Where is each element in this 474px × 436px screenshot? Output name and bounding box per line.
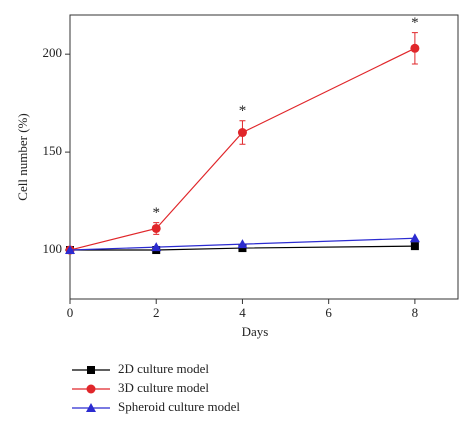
annotation: * [152, 205, 160, 221]
x-tick-label: 4 [239, 305, 246, 320]
annotation: * [239, 103, 247, 119]
marker [409, 233, 420, 243]
marker [410, 242, 419, 251]
y-axis-label: Cell number (%) [15, 113, 30, 200]
legend-label: 3D culture model [118, 380, 209, 395]
series-line [70, 245, 415, 251]
marker [86, 403, 96, 412]
x-tick-label: 6 [325, 305, 332, 320]
legend-label: 2D culture model [118, 361, 209, 376]
series-line [69, 47, 416, 251]
y-tick-label: 150 [43, 143, 63, 158]
plot-frame [69, 14, 459, 300]
marker [237, 128, 247, 138]
x-tick-label: 2 [153, 305, 160, 320]
marker [65, 245, 75, 255]
legend-label: Spheroid culture model [118, 399, 240, 414]
x-axis-label: Days [242, 324, 269, 339]
x-tick-label: 8 [412, 305, 419, 320]
marker [151, 223, 161, 233]
series-line [69, 237, 415, 251]
marker [237, 239, 248, 249]
marker [151, 242, 162, 252]
x-tick-label: 0 [67, 305, 74, 320]
annotation: * [411, 15, 419, 31]
marker [410, 43, 420, 53]
marker [87, 366, 95, 374]
marker [86, 384, 96, 394]
y-tick-label: 100 [43, 241, 63, 256]
y-tick-label: 200 [43, 45, 63, 60]
